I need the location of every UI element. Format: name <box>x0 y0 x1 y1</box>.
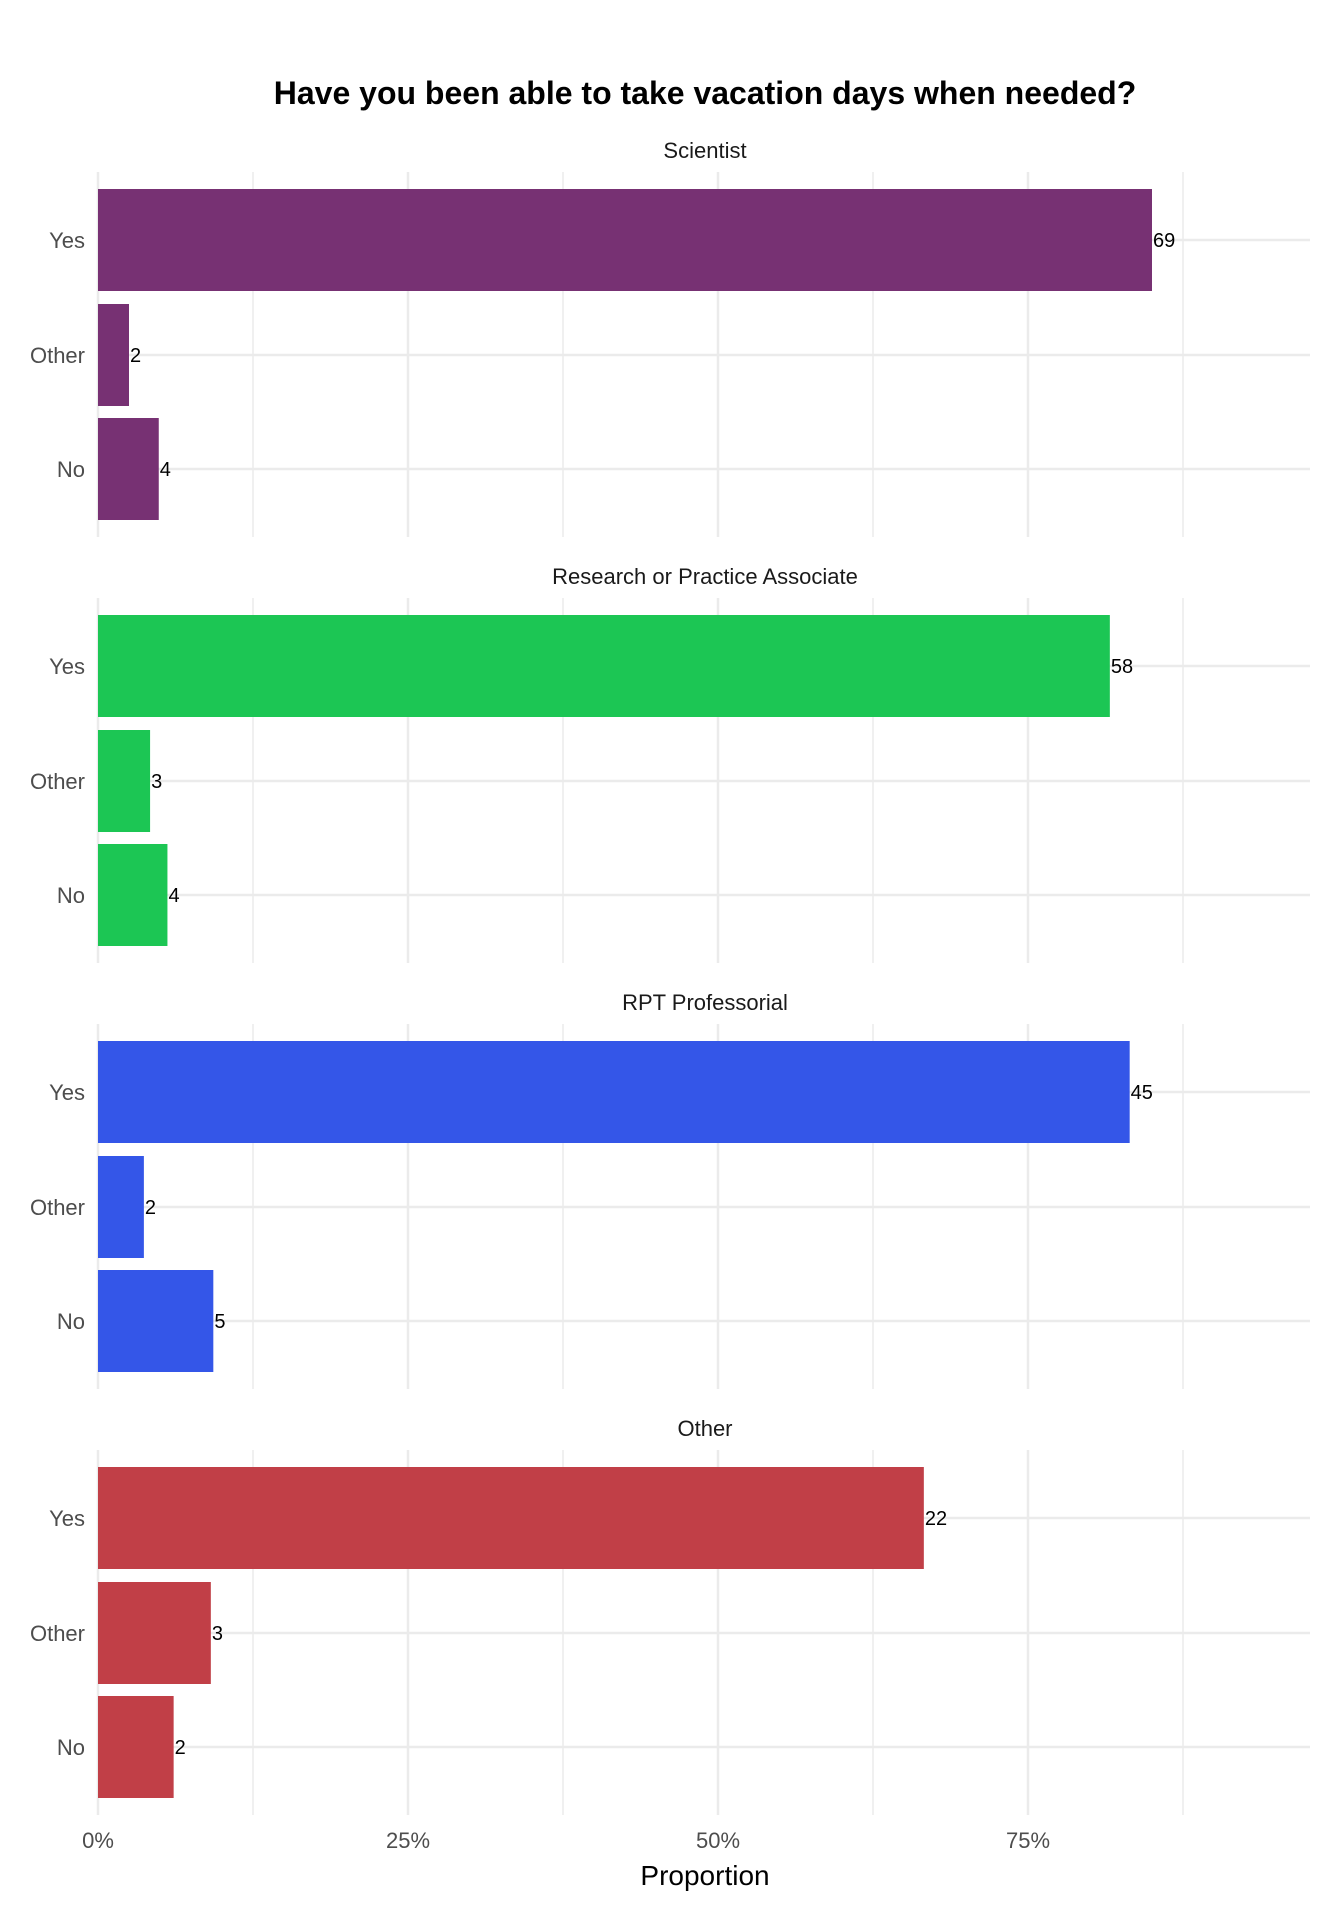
bar-value-label: 58 <box>1111 656 1133 678</box>
facet-label: RPT Professorial <box>622 990 788 1015</box>
facet-label: Research or Practice Associate <box>552 564 858 589</box>
bar-value-label: 3 <box>212 1623 223 1645</box>
category-tick-label: Other <box>30 1195 85 1220</box>
category-tick-label: Other <box>30 343 85 368</box>
category-tick-label: No <box>57 1735 85 1760</box>
category-tick-label: Other <box>30 769 85 794</box>
bar-value-label: 22 <box>925 1508 947 1530</box>
bar-no <box>98 844 168 946</box>
bar-other <box>98 730 151 832</box>
category-tick-label: No <box>57 883 85 908</box>
bar-no <box>98 418 159 520</box>
category-tick-label: Yes <box>49 228 85 253</box>
category-tick-label: No <box>57 457 85 482</box>
bar-other <box>98 1582 211 1684</box>
bar-value-label: 69 <box>1153 230 1175 252</box>
category-tick-label: Other <box>30 1621 85 1646</box>
category-tick-label: Yes <box>49 1506 85 1531</box>
category-tick-label: No <box>57 1309 85 1334</box>
bar-value-label: 2 <box>175 1737 186 1759</box>
bar-value-label: 2 <box>130 345 141 367</box>
bar-value-label: 2 <box>145 1197 156 1219</box>
bar-yes <box>98 615 1110 717</box>
facet-label: Scientist <box>663 138 746 163</box>
bar-value-label: 4 <box>160 459 171 481</box>
chart-title: Have you been able to take vacation days… <box>274 75 1137 111</box>
bar-yes <box>98 189 1152 291</box>
bar-other <box>98 304 129 406</box>
x-axis-label: Proportion <box>640 1860 769 1891</box>
x-tick-label: 75% <box>1006 1828 1050 1853</box>
facet-label: Other <box>677 1416 732 1441</box>
bar-yes <box>98 1041 1130 1143</box>
x-tick-label: 25% <box>386 1828 430 1853</box>
bar-value-label: 45 <box>1131 1082 1153 1104</box>
bar-no <box>98 1696 174 1798</box>
bar-value-label: 4 <box>168 885 179 907</box>
x-tick-label: 50% <box>696 1828 740 1853</box>
category-tick-label: Yes <box>49 1080 85 1105</box>
bar-value-label: 3 <box>151 771 162 793</box>
bar-value-label: 5 <box>214 1311 225 1333</box>
bar-yes <box>98 1467 924 1569</box>
bar-no <box>98 1270 214 1372</box>
x-tick-label: 0% <box>82 1828 114 1853</box>
bar-other <box>98 1156 144 1258</box>
category-tick-label: Yes <box>49 654 85 679</box>
